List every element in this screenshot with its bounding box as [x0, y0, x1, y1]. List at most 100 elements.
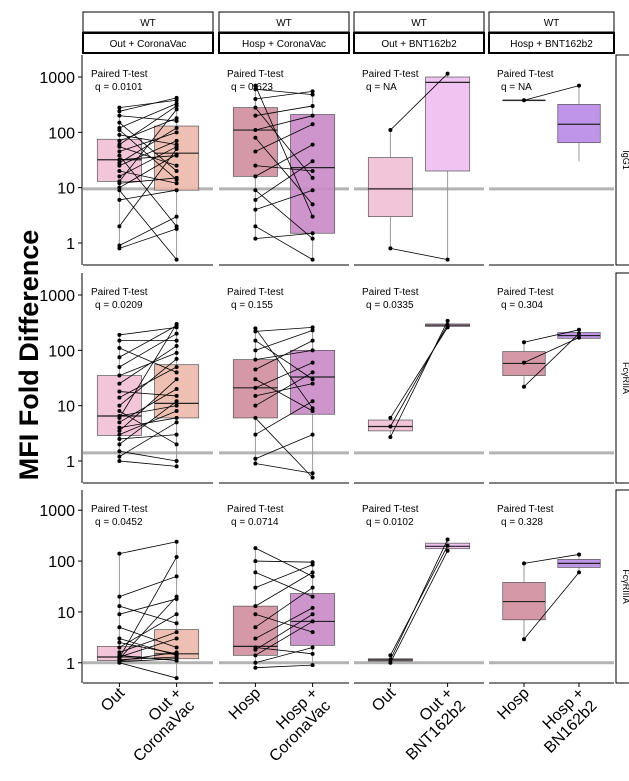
- pair-line: [255, 137, 313, 205]
- y-tick-label: 100: [48, 554, 75, 571]
- data-point: [174, 188, 179, 193]
- data-point: [253, 385, 258, 390]
- data-point: [445, 257, 450, 262]
- strip-bottom-label: Out + BNT162b2: [381, 39, 457, 50]
- pair-line: [390, 327, 448, 419]
- data-point: [117, 625, 122, 630]
- q-value-label: q = 0.328: [501, 517, 543, 528]
- pair-line: [119, 410, 177, 445]
- pair-line: [119, 638, 177, 658]
- data-point: [117, 428, 122, 433]
- pair-line: [119, 134, 177, 146]
- data-point: [522, 637, 526, 642]
- box: [367, 157, 413, 217]
- data-point: [174, 399, 179, 404]
- strip-bottom-box: [218, 32, 350, 54]
- data-point: [445, 543, 450, 548]
- y-tick-label: 100: [48, 343, 75, 360]
- data-point: [310, 409, 315, 414]
- data-point: [174, 574, 179, 579]
- data-point: [445, 71, 450, 76]
- pair-line: [119, 140, 177, 167]
- data-point: [174, 555, 179, 560]
- pair-line: [119, 352, 177, 376]
- data-point: [174, 442, 179, 447]
- data-point: [253, 393, 258, 398]
- pair-line: [255, 189, 313, 239]
- data-point: [174, 138, 179, 143]
- pair-line: [255, 160, 313, 201]
- data-point: [117, 415, 122, 420]
- data-point: [117, 109, 122, 114]
- q-value-label: q = 0.0101: [95, 82, 143, 93]
- test-label: Paired T-test: [362, 287, 419, 298]
- data-point: [117, 364, 122, 369]
- data-point: [117, 655, 122, 660]
- pair-line: [119, 131, 177, 152]
- pair-line: [119, 97, 177, 112]
- pair-line: [119, 378, 177, 432]
- data-point: [174, 325, 179, 330]
- y-tick-label: 10: [57, 181, 75, 198]
- pair-line: [255, 123, 313, 152]
- strip-bottom-box: [82, 32, 214, 54]
- pair-line: [119, 654, 177, 662]
- data-point: [174, 612, 179, 617]
- pair-line: [255, 560, 313, 563]
- row-strip-label: IgG1: [621, 150, 629, 170]
- data-point: [310, 619, 315, 624]
- data-point: [310, 612, 315, 617]
- pair-line: [255, 621, 313, 656]
- data-point: [117, 650, 122, 655]
- data-point: [117, 355, 122, 360]
- pair-line: [255, 463, 313, 474]
- data-point: [117, 425, 122, 430]
- data-point: [577, 83, 581, 88]
- data-point: [117, 185, 122, 190]
- data-point: [310, 377, 315, 382]
- data-point: [577, 331, 581, 336]
- data-point: [310, 169, 315, 174]
- data-point: [253, 625, 258, 630]
- data-point: [174, 636, 179, 641]
- data-point: [117, 224, 122, 229]
- data-point: [388, 660, 393, 665]
- data-point: [522, 98, 526, 103]
- x-tick-label: Out: [98, 684, 129, 715]
- data-point: [174, 387, 179, 392]
- pair-line: [255, 326, 313, 332]
- data-point: [174, 364, 179, 369]
- pair-line: [255, 85, 313, 217]
- pair-line: [119, 325, 177, 358]
- data-point: [117, 442, 122, 447]
- pair-line: [119, 613, 177, 648]
- data-point: [117, 149, 122, 154]
- data-point: [117, 458, 122, 463]
- data-point: [174, 458, 179, 463]
- pair-line: [523, 554, 580, 564]
- data-point: [253, 113, 258, 118]
- pair-line: [119, 391, 177, 397]
- data-point: [310, 236, 315, 241]
- y-tick-label: 100: [48, 125, 75, 142]
- data-point: [577, 552, 581, 557]
- data-point: [310, 103, 315, 108]
- pair-line: [119, 417, 177, 429]
- x-tick-label: Hosp +BN162b2: [529, 685, 601, 757]
- y-tick-label: 1000: [39, 288, 75, 305]
- data-point: [117, 138, 122, 143]
- data-point: [310, 348, 315, 353]
- data-point: [310, 630, 315, 635]
- data-point: [174, 432, 179, 437]
- pair-line: [523, 333, 580, 388]
- data-point: [310, 570, 315, 575]
- data-point: [117, 113, 122, 118]
- data-point: [117, 174, 122, 179]
- data-point: [253, 377, 258, 382]
- pair-line: [119, 596, 177, 660]
- x-tick-label: Out +BNT162b2: [390, 685, 469, 764]
- strip-top-label: WT: [411, 18, 427, 29]
- data-point: [253, 83, 258, 88]
- pair-line: [119, 155, 177, 227]
- data-point: [174, 464, 179, 469]
